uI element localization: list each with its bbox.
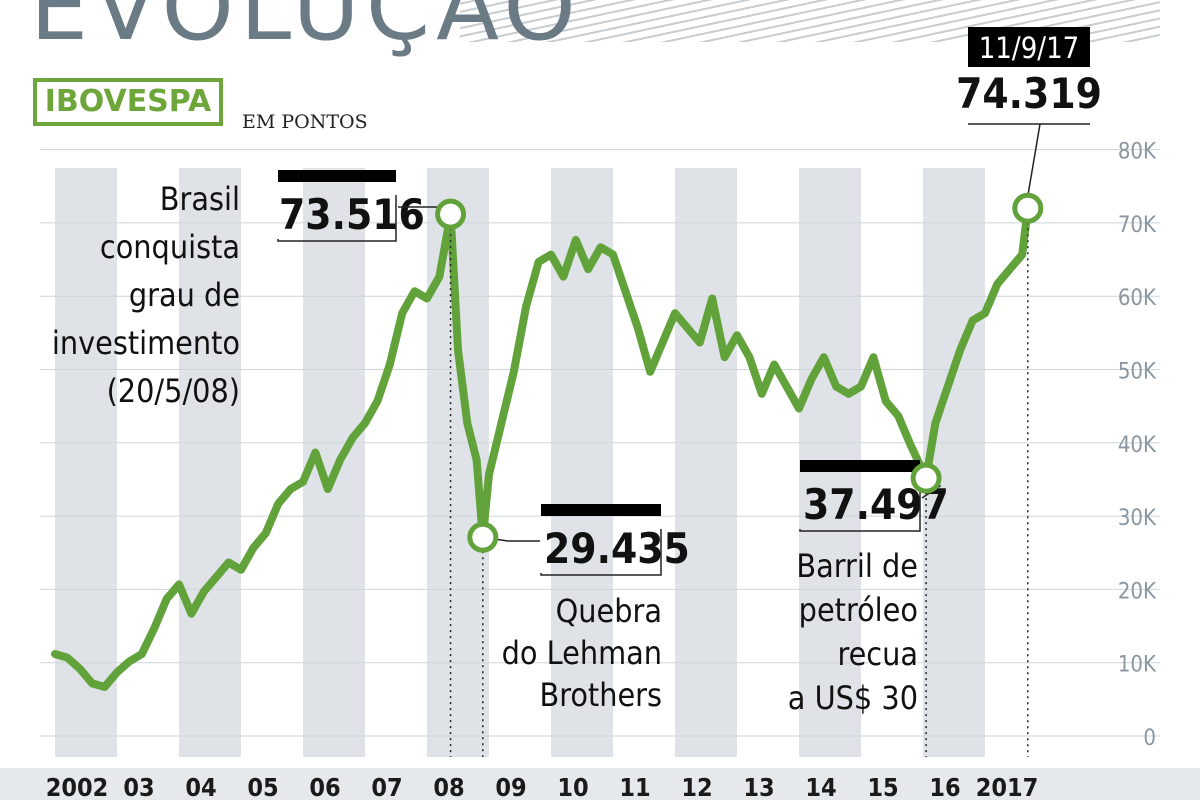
- annotation-text: a US$ 30: [788, 679, 918, 717]
- value-bar: [541, 504, 661, 516]
- x-tick-label: 16: [929, 773, 960, 800]
- y-tick-label: 40K: [1118, 433, 1157, 458]
- x-axis-bar: [0, 768, 1200, 800]
- highlight-marker: [1012, 192, 1044, 224]
- index-name-box: IBOVESPA: [33, 78, 223, 126]
- annotation-text: Brothers: [539, 676, 662, 714]
- y-tick-label: 0: [1143, 726, 1156, 751]
- annotation-text: do Lehman: [502, 634, 662, 672]
- annotation-text: Barril de: [796, 547, 918, 585]
- x-tick-label: 04: [185, 773, 216, 800]
- annotation-bracket: [799, 485, 921, 532]
- x-tick-label: 03: [123, 773, 154, 800]
- x-tick-label: 2017: [976, 773, 1039, 800]
- annotation-bracket: [277, 195, 397, 242]
- x-tick-label: 13: [743, 773, 774, 800]
- x-tick-label: 08: [433, 773, 464, 800]
- annotation-text: (20/5/08): [107, 372, 240, 410]
- highlight-marker: [467, 521, 499, 553]
- x-tick-label: 11: [619, 773, 650, 800]
- y-tick-label: 70K: [1118, 213, 1157, 238]
- annotation-text: Brasil: [160, 180, 240, 218]
- annotation-value: 73.516: [279, 190, 425, 239]
- y-tick-label: 50K: [1118, 360, 1157, 385]
- y-tick-label: 30K: [1118, 506, 1157, 531]
- annotation-date: 11/9/17: [979, 31, 1080, 65]
- annotation-text: recua: [837, 635, 918, 673]
- annotation-text: petróleo: [799, 591, 918, 629]
- chart-title: EVOLUÇÃO: [30, 0, 582, 61]
- year-band: [923, 168, 985, 757]
- highlight-marker: [435, 198, 467, 230]
- annotation-value: 29.435: [544, 524, 690, 573]
- x-tick-label: 09: [495, 773, 526, 800]
- y-tick-label: 80K: [1118, 140, 1157, 165]
- x-tick-label: 06: [309, 773, 340, 800]
- annotation-text: conquista: [100, 228, 240, 266]
- year-band: [179, 168, 241, 757]
- y-tick-label: 10K: [1118, 653, 1157, 678]
- y-tick-label: 60K: [1118, 286, 1157, 311]
- annotation-text: Quebra: [556, 592, 662, 630]
- series-line: [51, 204, 1032, 691]
- annotation-text: grau de: [129, 276, 240, 314]
- unit-label: EM PONTOS: [242, 111, 368, 133]
- x-tick-label: 15: [867, 773, 898, 800]
- annotation-value: 74.319: [956, 69, 1102, 118]
- x-tick-label: 2002: [46, 773, 109, 800]
- annotation-bracket: [540, 529, 662, 576]
- x-tick-label: 12: [681, 773, 712, 800]
- x-tick-label: 10: [557, 773, 588, 800]
- value-bar: [800, 460, 920, 472]
- year-band: [675, 168, 737, 757]
- y-tick-label: 20K: [1118, 579, 1157, 604]
- date-box: [968, 27, 1090, 67]
- highlight-marker: [910, 462, 942, 494]
- x-tick-label: 14: [805, 773, 836, 800]
- x-tick-label: 07: [371, 773, 402, 800]
- annotation-leader: [1027, 123, 1041, 197]
- value-bar: [278, 170, 396, 182]
- annotation-text: investimento: [52, 324, 240, 362]
- x-tick-label: 05: [247, 773, 278, 800]
